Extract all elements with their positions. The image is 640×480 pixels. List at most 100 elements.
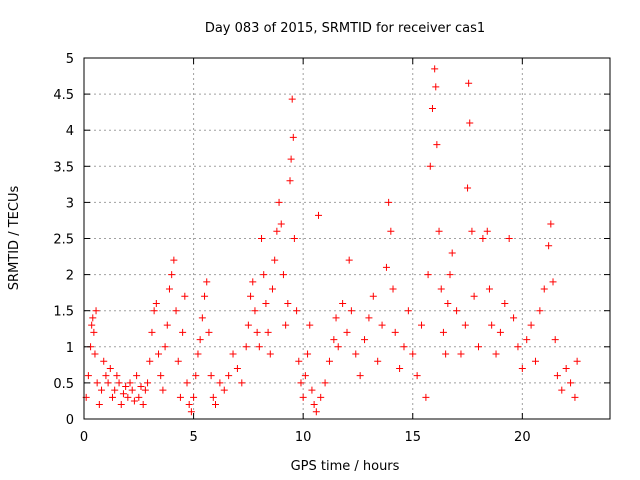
data-point [514,343,522,351]
data-point [365,314,373,322]
data-point [553,372,561,380]
data-point [113,372,121,380]
data-point [275,198,283,206]
data-point [209,393,217,401]
data-point [426,162,434,170]
data-point [356,372,364,380]
data-point [573,357,581,365]
data-point [150,307,158,315]
data-point [266,350,274,358]
y-tick-label: 2.5 [53,233,74,248]
data-point [196,336,204,344]
x-tick-label: 10 [295,430,312,445]
data-point [126,379,134,387]
data-point [501,299,509,307]
data-point [297,379,305,387]
data-point [106,364,114,372]
data-point [439,328,447,336]
data-point [172,307,180,315]
data-point [536,307,544,315]
data-point [192,372,200,380]
data-point [308,386,316,394]
data-point [400,343,408,351]
data-point [273,227,281,235]
data-point [540,285,548,293]
data-point [409,350,417,358]
data-point [157,372,165,380]
data-point [505,235,513,242]
data-point [255,343,263,351]
data-point [258,235,266,242]
data-point [122,383,130,391]
data-point [84,372,92,380]
data-point [496,328,504,336]
data-point [428,105,436,113]
data-point [301,372,309,380]
data-point [108,393,116,401]
data-point [168,271,176,279]
data-point [510,314,518,322]
x-tick-label: 5 [189,430,197,445]
data-point [461,321,469,329]
data-point [287,155,295,163]
data-point [205,328,213,336]
data-point [396,364,404,372]
data-point [315,211,323,219]
data-point [102,372,110,380]
gridlines [84,58,610,419]
data-point [170,256,178,264]
data-point [518,364,526,372]
y-axis-label: SRMTID / TECUs [7,186,22,291]
data-point [424,271,432,279]
data-point [483,227,491,235]
data-point [185,401,193,409]
data-point [95,401,103,409]
data-point [282,321,290,329]
data-point [115,379,123,387]
data-point [339,299,347,307]
data-point [238,379,246,387]
data-point [124,393,132,401]
data-point [133,372,141,380]
data-point [571,393,579,401]
data-point [448,249,456,257]
data-point [488,321,496,329]
data-point [288,95,296,103]
data-point [334,343,342,351]
data-point [295,357,303,365]
data-point [104,379,112,387]
data-point [155,350,163,358]
data-point [264,328,272,336]
data-point [457,350,465,358]
data-point [321,379,329,387]
data-point [139,401,147,409]
data-point [567,379,575,387]
data-point [470,292,478,300]
y-tick-label: 4 [66,124,74,139]
data-point [247,292,255,300]
data-point [244,321,252,329]
data-point [144,379,152,387]
data-points [82,65,581,416]
plot-frame [83,57,611,420]
data-point [271,256,279,264]
y-tick-label: 0 [66,413,74,428]
data-point [201,292,209,300]
data-point [369,292,377,300]
data-point [159,386,167,394]
data-point [306,321,314,329]
data-point [249,278,257,286]
data-point [325,357,333,365]
data-point [212,401,219,409]
data-point [492,350,500,358]
y-axis-ticks: 0 0.5 1 1.5 2 2.5 3 3.5 4 4.5 5 [53,52,610,428]
y-tick-label: 1 [66,341,74,356]
data-point [93,379,101,387]
x-tick-label: 20 [514,430,531,445]
data-point [174,357,182,365]
data-point [562,364,570,372]
data-point [343,328,351,336]
data-point [176,393,184,401]
data-point [547,220,555,228]
